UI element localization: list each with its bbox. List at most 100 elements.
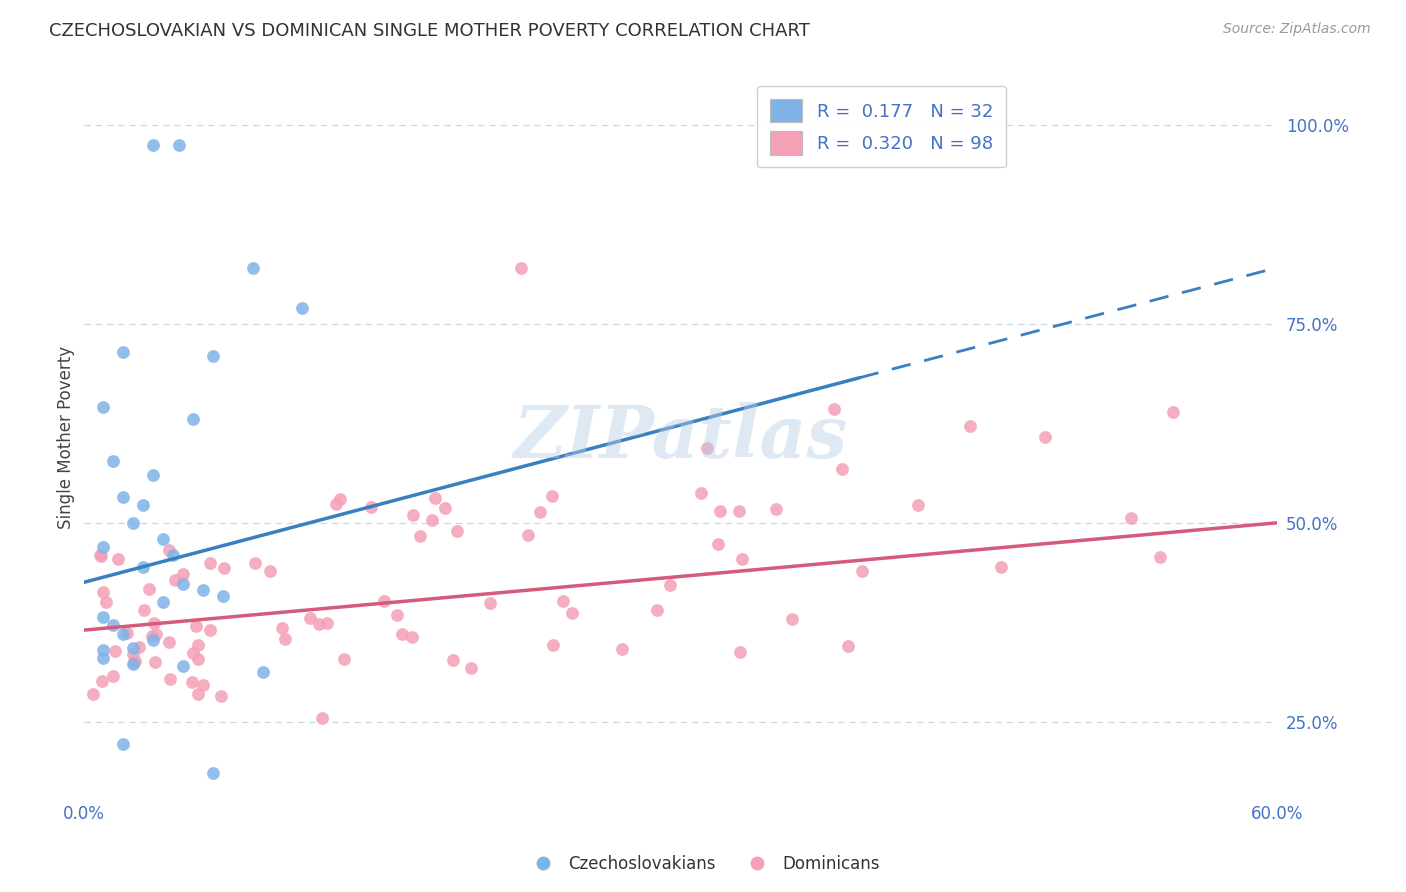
Point (103, 454, 125, 468)
Point (696, 441, 718, 455)
Point (402, 508, 425, 523)
Point (959, 419, 981, 434)
Point (142, 138, 165, 153)
Point (401, 630, 423, 644)
Point (162, 548, 184, 562)
Point (181, 412, 204, 426)
Point (360, 500, 382, 515)
Point (252, 665, 274, 680)
Point (134, 603, 156, 617)
Point (907, 498, 929, 512)
Point (510, 261, 533, 276)
Point (689, 486, 711, 500)
Point (727, 504, 749, 518)
Point (1149, 550, 1171, 565)
Point (112, 737, 135, 751)
Point (612, 641, 634, 656)
Point (93, 651, 115, 665)
Legend: R =  0.177   N = 32, R =  0.320   N = 98: R = 0.177 N = 32, R = 0.320 N = 98 (758, 87, 1005, 167)
Point (460, 661, 482, 675)
Point (271, 621, 294, 635)
Point (142, 468, 165, 483)
Point (328, 491, 350, 506)
Point (159, 673, 181, 687)
Point (122, 516, 145, 530)
Point (180, 674, 202, 689)
Point (187, 687, 209, 701)
Point (112, 627, 135, 641)
Point (1161, 405, 1184, 419)
Point (211, 689, 233, 703)
Point (728, 645, 751, 659)
Point (212, 561, 235, 575)
Point (540, 489, 562, 503)
Point (172, 577, 194, 591)
Point (181, 646, 204, 660)
Point (152, 595, 174, 609)
Point (709, 504, 731, 518)
Point (141, 629, 163, 643)
Point (101, 668, 124, 682)
Point (299, 611, 322, 625)
Point (516, 528, 538, 542)
Point (103, 617, 125, 632)
Point (93, 401, 115, 415)
Point (94, 595, 117, 609)
Point (446, 524, 468, 538)
Point (152, 532, 174, 546)
Point (112, 490, 135, 504)
Point (529, 505, 551, 519)
Point (541, 638, 564, 652)
Point (142, 633, 165, 648)
Point (291, 301, 314, 315)
Point (122, 657, 145, 672)
Point (308, 617, 330, 632)
Point (837, 640, 859, 654)
Point (132, 498, 155, 512)
Point (409, 528, 432, 542)
Point (186, 638, 208, 652)
Point (142, 616, 165, 631)
Point (645, 602, 668, 616)
Text: ZIPatlas: ZIPatlas (513, 401, 848, 473)
Point (122, 655, 145, 669)
Point (659, 578, 682, 592)
Point (731, 552, 754, 566)
Text: Source: ZipAtlas.com: Source: ZipAtlas.com (1223, 22, 1371, 37)
Point (124, 654, 146, 668)
Point (990, 559, 1012, 574)
Point (93, 609, 115, 624)
Point (172, 659, 194, 673)
Point (373, 593, 395, 607)
Point (782, 612, 804, 626)
Point (107, 552, 129, 566)
Point (259, 564, 281, 578)
Point (211, 589, 233, 603)
Legend: Czechoslovakians, Dominicans: Czechoslovakians, Dominicans (520, 848, 886, 880)
Point (316, 615, 339, 630)
Point (159, 543, 181, 558)
Point (157, 635, 180, 649)
Point (823, 401, 845, 416)
Y-axis label: Single Mother Poverty: Single Mother Poverty (58, 346, 75, 529)
Point (93, 643, 115, 657)
Point (121, 647, 143, 661)
Point (91, 673, 114, 688)
Point (333, 651, 356, 665)
Point (441, 653, 464, 667)
Point (91, 584, 114, 599)
Point (198, 556, 221, 570)
Point (90, 549, 112, 563)
Point (143, 655, 166, 669)
Point (115, 625, 138, 640)
Point (707, 537, 730, 551)
Point (122, 641, 145, 656)
Point (167, 138, 190, 153)
Point (831, 462, 853, 476)
Point (191, 583, 214, 598)
Point (82, 687, 104, 701)
Point (553, 593, 575, 607)
Point (561, 606, 583, 620)
Point (243, 556, 266, 570)
Point (93, 540, 115, 554)
